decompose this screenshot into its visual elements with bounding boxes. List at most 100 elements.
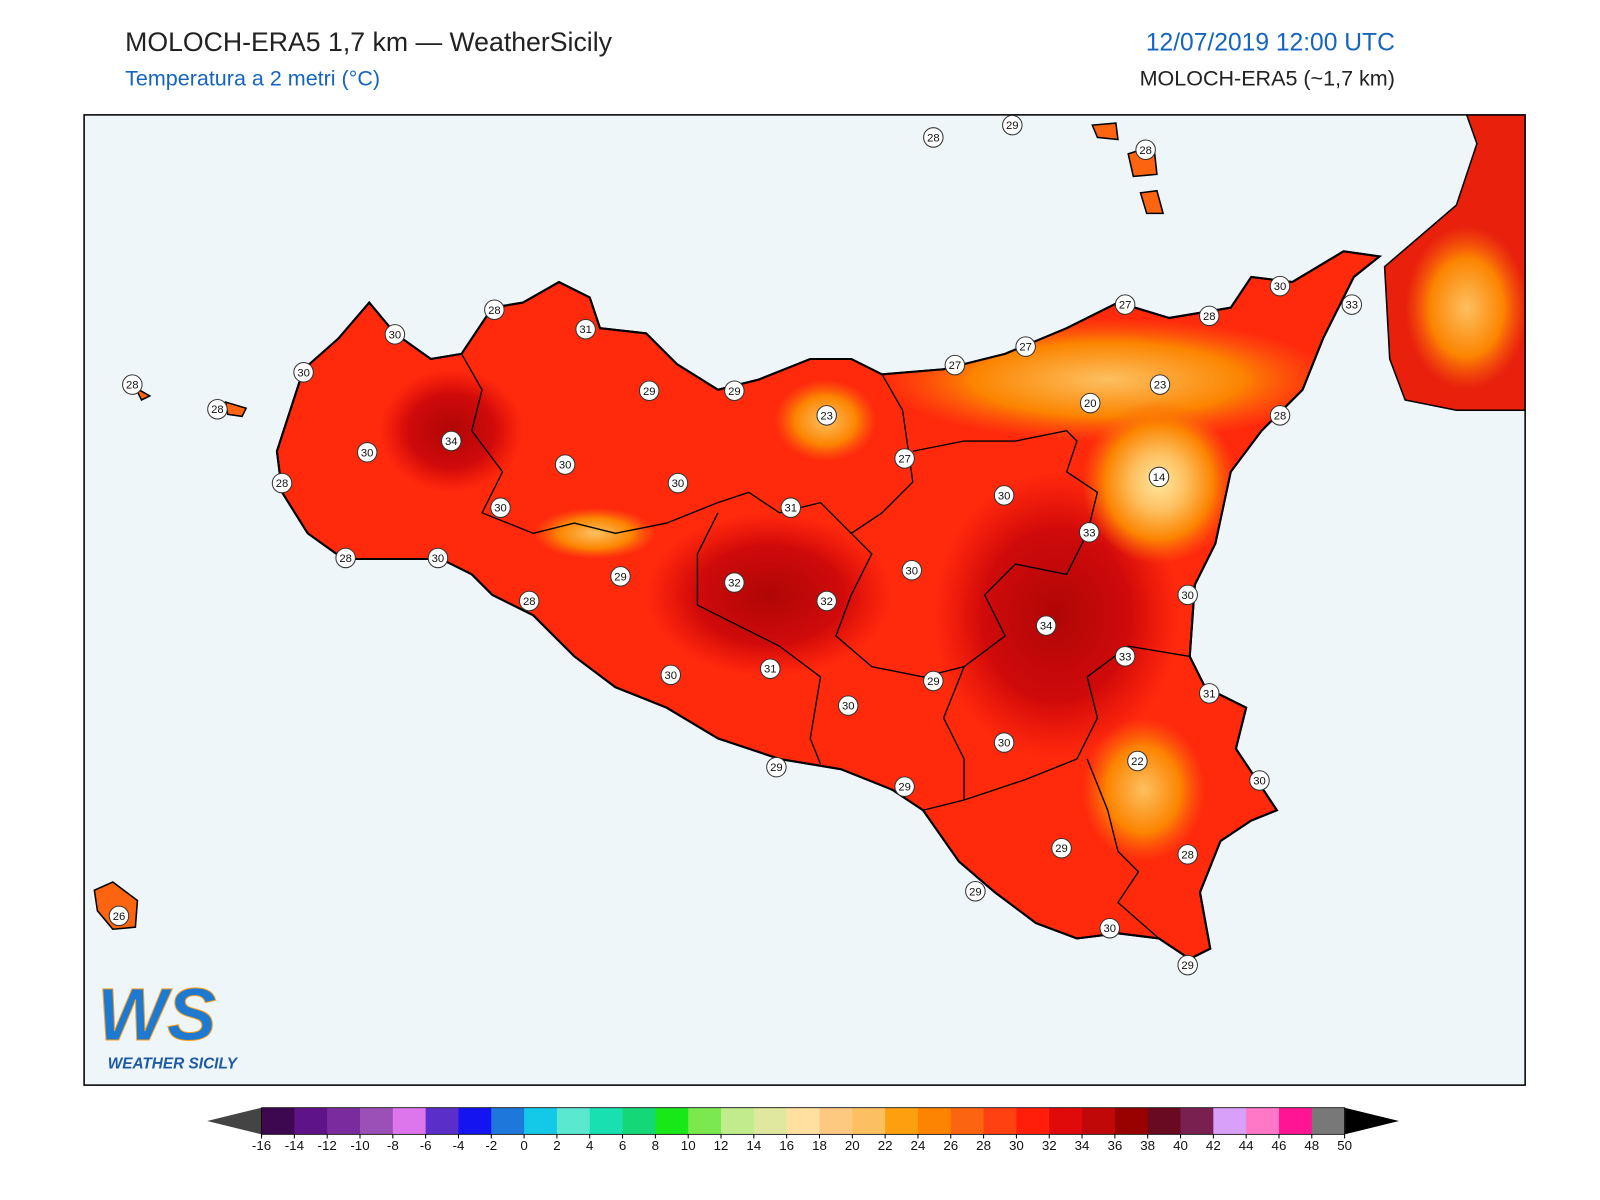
logo: WS WEATHER SICILY bbox=[97, 972, 239, 1073]
colorbar-bin bbox=[458, 1107, 492, 1135]
station-marker bbox=[1177, 844, 1198, 865]
colorbar-tick-label: 40 bbox=[1173, 1138, 1188, 1153]
station-marker bbox=[1078, 522, 1100, 543]
station-marker bbox=[554, 454, 576, 475]
station-value: 28 bbox=[126, 380, 139, 392]
station-value: 27 bbox=[1119, 300, 1132, 312]
title: MOLOCH-ERA5 1,7 km — WeatherSicily bbox=[125, 27, 613, 57]
station-value: 22 bbox=[1131, 756, 1144, 768]
station-marker bbox=[1177, 954, 1198, 976]
colorbar-tick-label: 10 bbox=[681, 1138, 696, 1153]
colorbar-bin bbox=[655, 1107, 689, 1135]
colorbar-bin bbox=[1311, 1107, 1346, 1135]
colorbar-tick-label: 34 bbox=[1075, 1138, 1090, 1153]
colorbar: -16 -14 -12 -10 -8 -6 -4 -2 0 2 4 6 8 10 12 14 16 18 20 22 2… bbox=[207, 1107, 1399, 1153]
station-value: 29 bbox=[927, 676, 940, 688]
date: 12/07/2019 12:00 UTC bbox=[1146, 30, 1395, 57]
colorbar-tick-label: 38 bbox=[1140, 1138, 1155, 1153]
colorbar-tick-label: 26 bbox=[943, 1138, 958, 1153]
station-marker bbox=[427, 547, 449, 569]
islands bbox=[93, 122, 1165, 931]
station-value: 28 bbox=[488, 305, 501, 317]
colorbar-bin bbox=[622, 1107, 656, 1135]
station-value: 28 bbox=[1181, 849, 1194, 861]
colorbar-tick-label: -2 bbox=[485, 1138, 497, 1153]
station-value: 30 bbox=[665, 670, 678, 682]
colorbar-tick-label: 28 bbox=[976, 1138, 991, 1153]
station-marker bbox=[484, 299, 505, 320]
station-value: 23 bbox=[820, 410, 833, 422]
station-marker bbox=[993, 485, 1015, 506]
colorbar-bin bbox=[524, 1107, 558, 1135]
station-marker bbox=[965, 881, 986, 902]
station-value: 14 bbox=[1153, 472, 1166, 484]
station-marker bbox=[894, 776, 915, 797]
station-value: 31 bbox=[764, 664, 777, 676]
station-value: 30 bbox=[672, 478, 685, 490]
station-marker bbox=[1002, 114, 1023, 136]
station-value: 34 bbox=[445, 436, 458, 448]
station-value: 33 bbox=[1083, 527, 1096, 539]
station-marker bbox=[1080, 392, 1101, 414]
colorbar-under bbox=[207, 1107, 262, 1135]
station-value: 28 bbox=[1274, 410, 1287, 422]
station-value: 30 bbox=[297, 367, 310, 379]
station-value: 30 bbox=[361, 447, 374, 459]
station-marker bbox=[207, 398, 228, 420]
station-value: 30 bbox=[998, 490, 1011, 502]
colorbar-tick-label: 12 bbox=[714, 1138, 729, 1153]
station-value: 31 bbox=[785, 503, 798, 515]
warm-zone bbox=[1405, 225, 1526, 390]
colorbar-tick-label: 4 bbox=[586, 1138, 594, 1153]
colorbar-bin bbox=[360, 1107, 394, 1135]
station-marker bbox=[1035, 615, 1057, 636]
station-marker bbox=[1269, 275, 1291, 297]
station-value: 28 bbox=[211, 404, 224, 416]
station-marker bbox=[724, 572, 745, 593]
colorbar-tick-label: 6 bbox=[619, 1138, 626, 1153]
station-marker bbox=[724, 380, 745, 402]
station-marker bbox=[335, 547, 356, 569]
station-value: 29 bbox=[770, 762, 783, 774]
station-value: 28 bbox=[927, 132, 940, 144]
station-value: 31 bbox=[1203, 688, 1216, 700]
station-value: 28 bbox=[1139, 145, 1152, 157]
station-value: 28 bbox=[523, 596, 536, 608]
station-marker bbox=[1135, 139, 1156, 160]
station-value: 30 bbox=[1181, 590, 1194, 602]
colorbar-bin bbox=[425, 1107, 459, 1135]
station-marker bbox=[1051, 837, 1072, 859]
station-marker bbox=[766, 756, 787, 778]
logo-name: WEATHER SICILY bbox=[108, 1056, 239, 1073]
station-marker bbox=[944, 354, 966, 376]
map-frame bbox=[83, 114, 1526, 1086]
colorbar-tick-label: 46 bbox=[1272, 1138, 1287, 1153]
station-marker bbox=[356, 442, 378, 463]
station-marker bbox=[1015, 336, 1036, 357]
colorbar-bin bbox=[1180, 1107, 1214, 1135]
station-marker bbox=[441, 430, 462, 452]
station-marker bbox=[667, 472, 689, 494]
station-value: 30 bbox=[494, 503, 507, 515]
colorbar-tick-label: 20 bbox=[845, 1138, 860, 1153]
station-value: 28 bbox=[276, 478, 289, 490]
colorbar-bin bbox=[917, 1107, 952, 1135]
station-marker bbox=[923, 670, 944, 692]
station-labels: 28 29 28 30 33 27 28 27 27 20 23 28 14 28 31 30 30 28 28 29… bbox=[108, 114, 1363, 976]
station-marker bbox=[816, 590, 837, 612]
colorbar-tick-label: 42 bbox=[1206, 1138, 1221, 1153]
colorbar-tick-label: 44 bbox=[1239, 1138, 1254, 1153]
model: MOLOCH-ERA5 (~1,7 km) bbox=[1140, 67, 1395, 91]
station-marker bbox=[1341, 294, 1363, 315]
station-value: 27 bbox=[898, 453, 911, 465]
colorbar-tick-label: 48 bbox=[1304, 1138, 1319, 1153]
colorbar-bin bbox=[1016, 1107, 1050, 1135]
station-marker bbox=[1149, 374, 1171, 395]
station-value: 26 bbox=[113, 911, 126, 923]
station-marker bbox=[293, 362, 314, 383]
colorbar-tick-label: 18 bbox=[812, 1138, 827, 1153]
station-marker bbox=[610, 566, 631, 587]
station-marker bbox=[1114, 294, 1136, 315]
colorbar-bin bbox=[261, 1107, 295, 1135]
colorbar-bin bbox=[1246, 1107, 1280, 1135]
